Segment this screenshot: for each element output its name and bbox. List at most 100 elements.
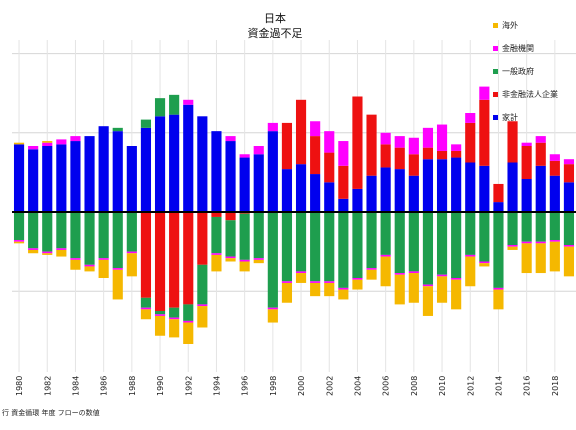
chart-title: 日本 [264,12,286,25]
bar-segment-negative [211,253,222,255]
legend: 海外 金融機関 一般政府 非金融法人企業 家計 [493,14,558,129]
bar-segment-positive [13,144,25,212]
bar-segment-negative [98,212,109,259]
bar-segment-negative [197,264,208,305]
bar-segment-negative [310,212,321,282]
gridlines [12,40,576,372]
bar-segment-negative [98,259,109,278]
bar-segment-negative [154,314,166,316]
bar-segment-positive [338,141,349,166]
bar-segment-positive [521,179,532,212]
bar-segment-negative [154,212,166,311]
bar-segment-positive [352,96,363,189]
bar-segment-negative [507,245,518,247]
bar-segment-negative [521,241,532,244]
x-tick-label: 1986 [100,376,109,396]
legend-swatch [493,69,498,74]
legend-item-corporate: 非金融法人企業 [493,83,558,106]
bar-segment-negative [380,256,391,287]
bar-segment-positive [380,132,391,145]
bar-segment-negative [84,264,95,267]
bar-segment-positive [563,164,575,183]
bar-segment-negative [521,212,532,242]
legend-label: 一般政府 [502,67,534,76]
bar-segment-negative [549,240,560,242]
bar-segment-positive [56,144,67,212]
bar-segment-positive [112,131,123,212]
bar-segment-negative [408,271,419,274]
bar-segment-negative [183,322,194,344]
bar-segment-negative [13,212,25,241]
bar-segment-negative [70,259,81,270]
bar-segment-negative [394,212,405,274]
bar-segment-negative [281,212,293,282]
bar-segment-negative [84,212,95,265]
bar-segment-negative [169,317,180,320]
legend-item-government: 一般政府 [493,60,558,83]
bar-segment-negative [549,241,560,272]
bar-segment-positive [366,175,377,212]
bar-segment-positive [507,162,518,212]
bar-segment-negative [239,213,250,260]
bar-segment-negative [267,212,278,308]
bar-segment-negative [324,212,335,282]
bar-segment-positive [183,99,194,105]
bar-segment-negative [295,212,307,272]
bar-segment-positive [451,150,462,158]
bar-segment-positive [70,141,81,212]
bar-segment-positive [183,104,194,212]
bar-segment-negative [267,307,278,310]
bar-segment-positive [338,198,349,212]
bar-segment-positive [42,142,53,146]
bar-segment-positive [70,136,81,142]
bar-segment-negative [42,212,53,252]
bar-segment-negative [197,304,208,307]
bar-segment-negative [211,254,222,272]
bar-segment-negative [140,307,152,310]
bar-segment-positive [408,137,419,155]
bar-segment-negative [169,212,180,308]
bar-segment-positive [140,127,152,212]
legend-label: 家計 [502,113,518,122]
x-tick-label: 2000 [297,376,306,396]
x-tick-label: 2014 [494,376,503,396]
bar-segment-negative [493,289,504,310]
bar-segment-negative [239,259,250,262]
bar-segment-positive [42,141,53,143]
x-tick-label: 1990 [156,376,165,396]
x-tick-label: 2012 [466,376,475,396]
x-tick-label: 1984 [71,376,80,396]
bar-segment-negative [422,212,434,285]
bar-segment-negative [42,251,53,254]
bar-segment-negative [140,297,152,308]
bar-segment-negative [451,212,462,278]
bar-segment-negative [465,254,476,257]
bar-segment-positive [112,127,123,132]
bar-segment-negative [225,220,236,257]
bar-segment-negative [126,212,137,252]
bar-segment-negative [169,307,180,318]
bar-segment-positive [436,124,448,151]
bar-segment-negative [183,304,194,321]
bar-segment-positive [465,162,476,212]
bar-segment-negative [479,212,490,262]
bar-segment-negative [352,212,363,278]
x-tick-label: 1998 [269,376,278,396]
bar-segment-positive [479,86,490,100]
x-tick-label: 2002 [325,376,334,396]
bar-segment-negative [408,212,419,272]
bar-segment-negative [549,212,560,241]
bar-segment-positive [380,144,391,168]
legend-item-overseas: 海外 [493,14,558,37]
bar-segment-positive [436,150,448,160]
bar-segment-positive [239,157,250,212]
bar-segment-positive [352,188,363,212]
legend-label: 海外 [502,21,518,30]
bar-segment-positive [42,146,53,212]
bar-segment-positive [197,116,208,212]
bar-segment-positive [563,159,575,165]
bar-segment-positive [507,121,518,163]
bar-segment-negative [154,311,166,315]
legend-label: 金融機関 [502,44,534,53]
bar-segment-positive [422,147,434,160]
